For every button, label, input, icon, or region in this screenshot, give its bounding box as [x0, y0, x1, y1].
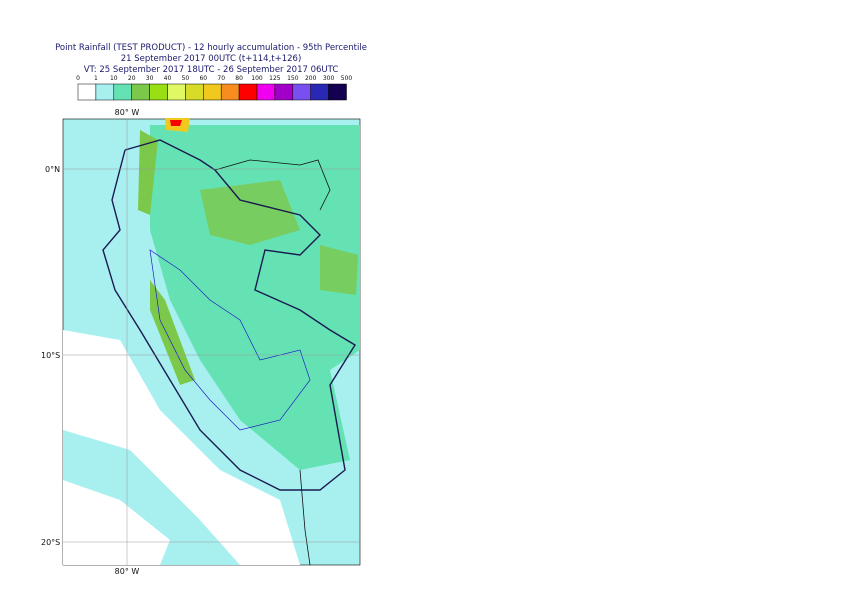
lat-label: 20°S [41, 538, 60, 547]
legend-label: 70 [217, 75, 225, 82]
legend-label: 150 [287, 75, 299, 82]
legend-label: 100 [251, 75, 263, 82]
graticule [63, 119, 360, 565]
legend-label: 40 [164, 75, 172, 82]
title-line: Point Rainfall (TEST PRODUCT) - 12 hourl… [55, 43, 367, 53]
legend-label: 20 [128, 75, 136, 82]
legend-swatch [292, 83, 311, 101]
lat-label: 0°N [45, 165, 60, 174]
lat-label: 10°S [41, 351, 60, 360]
legend-swatch [167, 83, 186, 101]
legend-swatch [310, 83, 329, 101]
legend-swatch [256, 83, 276, 101]
legend-label: 1 [94, 75, 98, 82]
borders [102, 139, 356, 566]
legend-label: 300 [323, 75, 335, 82]
legend-label: 0 [76, 75, 80, 82]
legend-label: 30 [146, 75, 154, 82]
legend-label: 80 [235, 75, 243, 82]
legend-swatch [77, 83, 97, 101]
title-line: 21 September 2017 00UTC (t+114,t+126) [121, 54, 302, 64]
legend-swatch [274, 83, 294, 101]
legend-swatch [203, 83, 222, 101]
legend-label: 50 [182, 75, 190, 82]
legend-swatch [131, 83, 150, 101]
legend-swatch [95, 83, 115, 101]
legend-swatch [149, 83, 168, 101]
legend-swatch [238, 83, 258, 101]
legend-swatch [328, 83, 347, 101]
legend-swatch [220, 83, 240, 101]
legend-label: 200 [305, 75, 317, 82]
legend-label: 500 [341, 75, 353, 82]
legend-label: 125 [269, 75, 281, 82]
lon-label: 80° W [115, 108, 140, 117]
lon-label: 80° W [115, 567, 140, 576]
map-field [62, 118, 361, 566]
legend-swatch [113, 83, 132, 101]
legend-label: 10 [110, 75, 118, 82]
legend: 0 1 10 20 30 40 50 60 70 80 100 125 150 200 300 500 [76, 75, 353, 101]
legend-swatch [185, 83, 204, 101]
title-line: VT: 25 September 2017 18UTC - 26 Septemb… [84, 65, 339, 75]
legend-label: 60 [199, 75, 207, 82]
